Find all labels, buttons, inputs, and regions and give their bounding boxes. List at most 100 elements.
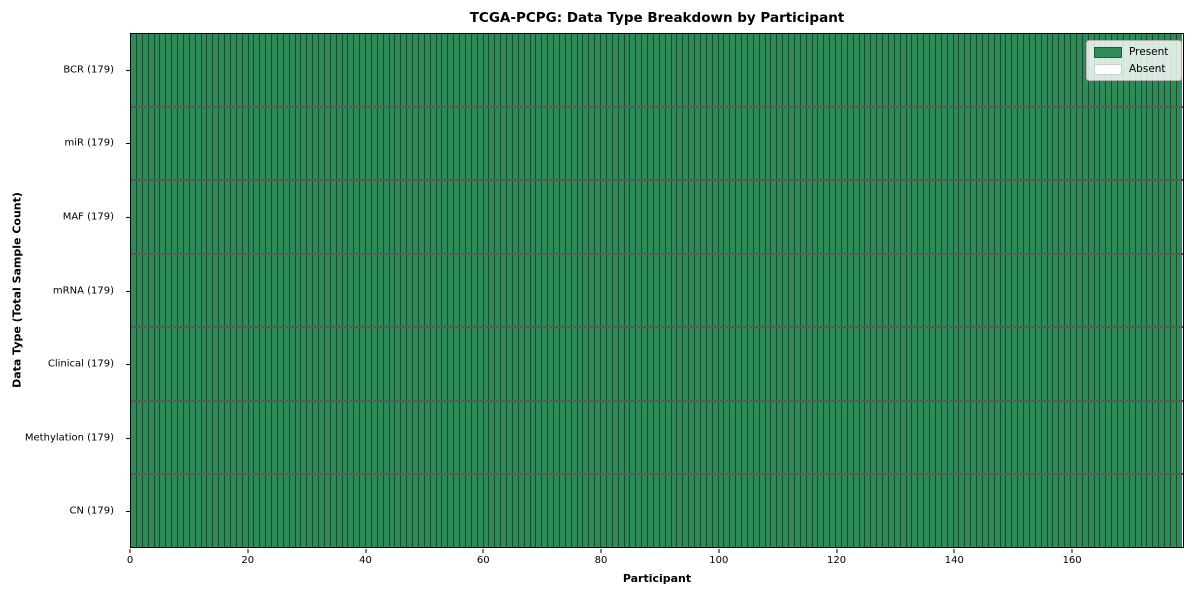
heatmap-cell bbox=[924, 34, 930, 106]
heatmap-cell bbox=[242, 401, 249, 474]
heatmap-cell bbox=[248, 181, 255, 253]
heatmap-cell bbox=[1053, 34, 1060, 106]
heatmap-cell bbox=[712, 401, 719, 474]
heatmap-cell bbox=[460, 34, 466, 106]
heatmap-cell bbox=[601, 475, 607, 548]
heatmap-cell bbox=[524, 107, 531, 180]
heatmap-cell bbox=[483, 107, 490, 180]
heatmap-cell bbox=[136, 328, 143, 400]
heatmap-cell bbox=[1071, 328, 1077, 400]
heatmap-cell bbox=[830, 181, 836, 253]
heatmap-cell bbox=[847, 107, 854, 180]
heatmap-cell bbox=[683, 401, 690, 474]
heatmap-cell bbox=[324, 107, 331, 180]
heatmap-cell bbox=[753, 107, 760, 180]
heatmap-cell bbox=[971, 401, 977, 474]
heatmap-cell bbox=[213, 181, 220, 253]
heatmap-cell bbox=[1041, 328, 1048, 400]
heatmap-cell bbox=[777, 328, 784, 400]
heatmap-cell bbox=[794, 254, 801, 327]
heatmap-cell bbox=[612, 107, 619, 180]
heatmap-cell bbox=[1170, 254, 1177, 327]
heatmap-cell bbox=[142, 34, 149, 106]
heatmap-cell bbox=[1147, 107, 1154, 180]
heatmap-cell bbox=[536, 401, 543, 474]
heatmap-cell bbox=[1082, 328, 1089, 400]
heatmap-cell bbox=[800, 254, 807, 327]
heatmap-cell bbox=[1100, 475, 1107, 548]
heatmap-cell bbox=[1112, 107, 1118, 180]
heatmap-cell bbox=[495, 401, 502, 474]
heatmap-cell bbox=[507, 34, 513, 106]
heatmap-cell bbox=[483, 254, 490, 327]
heatmap-cell bbox=[401, 475, 408, 548]
heatmap-cell bbox=[301, 401, 308, 474]
heatmap-cell bbox=[1000, 181, 1007, 253]
heatmap-cell bbox=[1176, 401, 1182, 474]
heatmap-cell bbox=[771, 254, 778, 327]
heatmap-cell bbox=[865, 107, 872, 180]
heatmap-cell bbox=[812, 34, 819, 106]
heatmap-cell bbox=[330, 181, 337, 253]
heatmap-cell bbox=[1059, 401, 1066, 474]
heatmap-cell bbox=[841, 107, 848, 180]
heatmap-cell bbox=[260, 254, 267, 327]
heatmap-cell bbox=[794, 181, 801, 253]
heatmap-cell bbox=[771, 34, 778, 106]
heatmap-cell bbox=[730, 34, 737, 106]
heatmap-cell bbox=[254, 328, 261, 400]
heatmap-cell bbox=[853, 181, 860, 253]
heatmap-cell bbox=[289, 475, 296, 548]
heatmap-cell bbox=[642, 401, 648, 474]
heatmap-cell bbox=[342, 107, 349, 180]
heatmap-cell bbox=[483, 328, 490, 400]
heatmap-cell bbox=[947, 328, 954, 400]
heatmap-cell bbox=[718, 475, 725, 548]
heatmap-cell bbox=[595, 401, 601, 474]
heatmap-cell bbox=[565, 34, 572, 106]
heatmap-cell bbox=[260, 107, 267, 180]
heatmap-cell bbox=[571, 401, 578, 474]
heatmap-cell bbox=[1024, 254, 1030, 327]
heatmap-cell bbox=[172, 475, 178, 548]
heatmap-cell bbox=[148, 254, 155, 327]
heatmap-cell bbox=[501, 475, 507, 548]
heatmap-cell bbox=[436, 401, 443, 474]
heatmap-cell bbox=[1053, 401, 1060, 474]
heatmap-cell bbox=[554, 475, 560, 548]
heatmap-cell bbox=[424, 254, 431, 327]
heatmap-cell bbox=[595, 34, 601, 106]
heatmap-cell bbox=[747, 181, 754, 253]
heatmap-cell bbox=[642, 328, 648, 400]
heatmap-cell bbox=[959, 475, 966, 548]
heatmap-cell bbox=[407, 401, 413, 474]
heatmap-cell bbox=[736, 475, 742, 548]
heatmap-cell bbox=[953, 181, 960, 253]
heatmap-cell bbox=[1135, 181, 1142, 253]
heatmap-cell bbox=[642, 475, 648, 548]
heatmap-cell bbox=[712, 328, 719, 400]
heatmap-cell bbox=[653, 254, 660, 327]
heatmap-cell bbox=[1135, 107, 1142, 180]
heatmap-cell bbox=[1024, 475, 1030, 548]
heatmap-cell bbox=[577, 475, 584, 548]
heatmap-cell bbox=[1112, 401, 1118, 474]
heatmap-cell bbox=[207, 254, 214, 327]
heatmap-cell bbox=[806, 107, 813, 180]
heatmap-cell bbox=[918, 107, 925, 180]
heatmap-cell bbox=[342, 34, 349, 106]
heatmap-cell bbox=[442, 34, 449, 106]
heatmap-cell bbox=[213, 254, 220, 327]
heatmap-cell bbox=[695, 475, 701, 548]
heatmap-cell bbox=[195, 328, 202, 400]
heatmap-cell bbox=[1129, 401, 1136, 474]
heatmap-cell bbox=[225, 328, 231, 400]
heatmap-cell bbox=[389, 181, 396, 253]
heatmap-cell bbox=[225, 254, 231, 327]
heatmap-cell bbox=[1088, 328, 1095, 400]
heatmap-cell bbox=[242, 181, 249, 253]
heatmap-row-maf bbox=[131, 181, 1183, 255]
heatmap-cell bbox=[900, 401, 907, 474]
heatmap-cell bbox=[1029, 107, 1036, 180]
heatmap-cell bbox=[589, 254, 596, 327]
